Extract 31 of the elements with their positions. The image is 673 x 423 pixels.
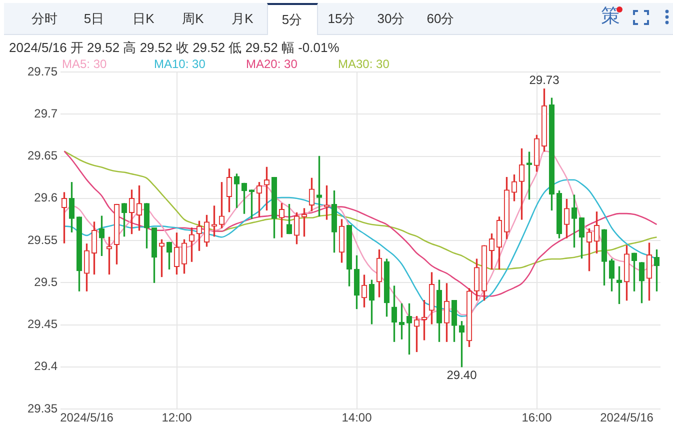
y-tick-label: 29.55 — [27, 232, 58, 247]
text: 周K — [181, 10, 205, 28]
y-tick-label: 29.75 — [27, 64, 58, 78]
text: 策 — [601, 6, 620, 28]
text: 60分 — [426, 10, 456, 28]
y-tick-label: 29.7 — [34, 106, 58, 120]
y-tick-label: 29.6 — [34, 190, 58, 205]
line-series — [64, 150, 658, 270]
x-tick-label: 14:00 — [342, 410, 372, 423]
text: 月K — [230, 10, 254, 28]
y-tick-label: 29.35 — [27, 401, 58, 416]
annotation: 29.40 — [446, 368, 478, 382]
text: MA5: 30 — [62, 57, 107, 72]
text: MA20: 30 — [246, 57, 298, 72]
text: 分时 — [30, 10, 58, 28]
text: 5日 — [82, 10, 106, 28]
y-tick-label: 29.45 — [27, 317, 58, 332]
x-tick-label: 2024/5/16 — [60, 410, 114, 423]
x-tick-label: 12:00 — [162, 410, 192, 423]
y-tick-label: 29.5 — [34, 274, 58, 289]
text: 30分 — [376, 10, 406, 28]
annotation: 29.73 — [529, 73, 560, 88]
chart-subtitle: 2024/5/16 开 29.52 高 29.52 收 29.52 低 29.52 幅 -0.01% — [9, 40, 340, 56]
x-tick-label: 2024/5/16 — [600, 410, 654, 423]
text: MA10: 30 — [154, 57, 206, 72]
text: MA30: 30 — [338, 57, 390, 72]
y-tick-label: 29.65 — [27, 148, 58, 163]
y-tick-label: 29.4 — [34, 359, 58, 374]
x-tick-label: 16:00 — [522, 410, 552, 423]
text: 日K — [132, 10, 156, 28]
text: 15分 — [326, 10, 356, 28]
